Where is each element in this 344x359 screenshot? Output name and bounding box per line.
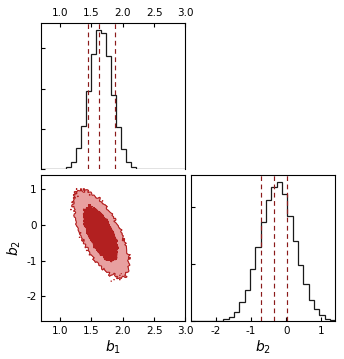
- X-axis label: $b_2$: $b_2$: [255, 339, 271, 356]
- X-axis label: $b_1$: $b_1$: [105, 339, 121, 356]
- Y-axis label: $b_2$: $b_2$: [6, 240, 23, 256]
